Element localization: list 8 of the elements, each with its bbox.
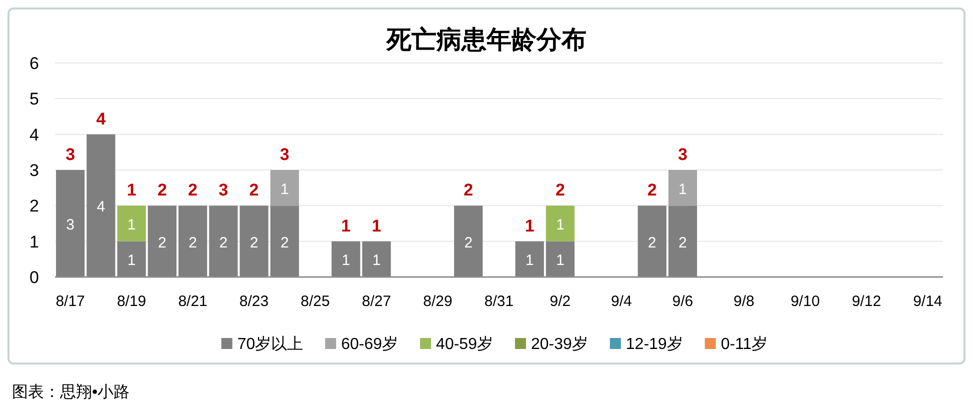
legend-label: 0-11岁	[720, 335, 768, 353]
legend-label: 20-39岁	[530, 335, 588, 353]
title: 死亡病患年龄分布	[386, 26, 586, 54]
legend-label: 40-59岁	[436, 335, 493, 353]
annotation: 图表：思翔•小路	[12, 384, 130, 401]
legend-label: 70岁以上	[237, 335, 304, 353]
legend-label: 60-69岁	[341, 335, 398, 353]
legend-label: 12-19岁	[626, 335, 683, 353]
